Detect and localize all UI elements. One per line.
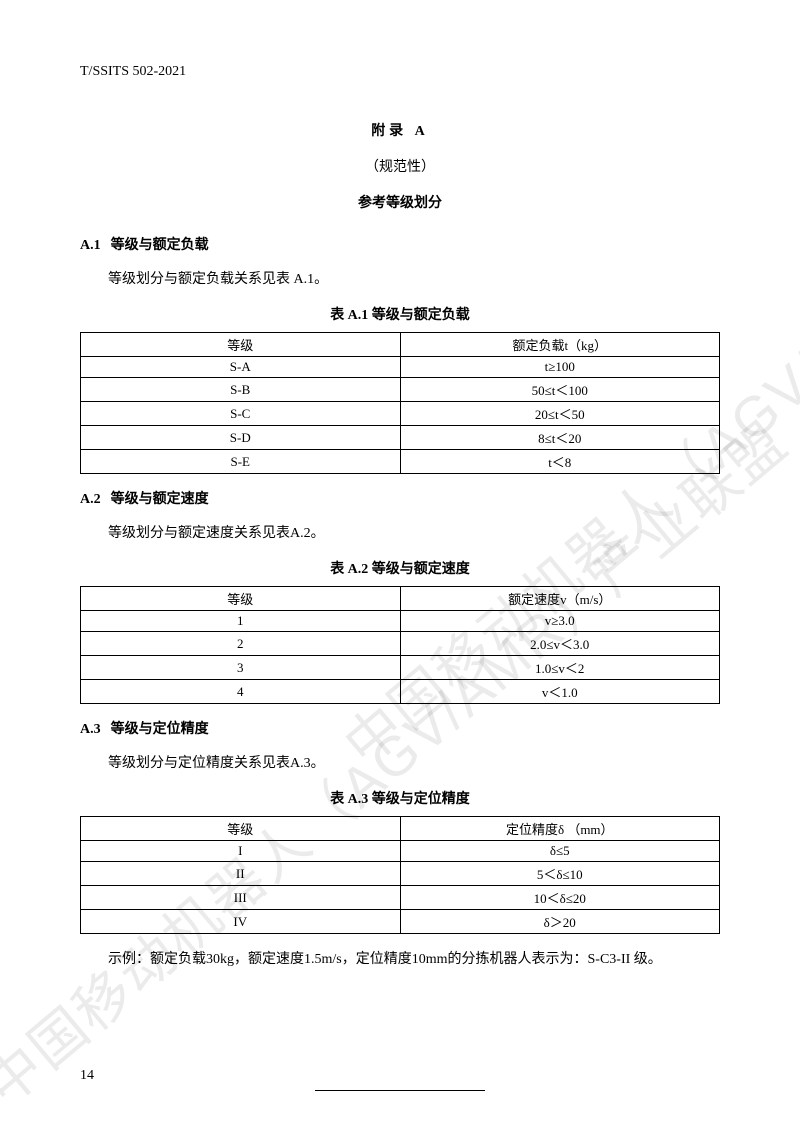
appendix-title: 参考等级划分 bbox=[80, 192, 720, 212]
table-cell: δ＞20 bbox=[400, 910, 720, 934]
table-header-cell: 额定速度v（m/s） bbox=[400, 587, 720, 611]
table-row: 22.0≤v＜3.0 bbox=[81, 632, 720, 656]
table-row: S-At≥100 bbox=[81, 357, 720, 378]
end-rule bbox=[315, 1090, 485, 1091]
document-code: T/SSITS 502-2021 bbox=[80, 64, 720, 80]
table-cell: 20≤t＜50 bbox=[400, 402, 720, 426]
section-a1-body: 等级划分与额定负载关系见表 A.1。 bbox=[80, 268, 720, 288]
table-row: S-Et＜8 bbox=[81, 450, 720, 474]
table-row: 1v≥3.0 bbox=[81, 611, 720, 632]
table-cell: 3 bbox=[81, 656, 401, 680]
table-header-cell: 等级 bbox=[81, 587, 401, 611]
table-row: 等级 额定负载t（kg） bbox=[81, 333, 720, 357]
table-row: S-C20≤t＜50 bbox=[81, 402, 720, 426]
table-row: 4v＜1.0 bbox=[81, 680, 720, 704]
table-cell: IV bbox=[81, 910, 401, 934]
table-cell: I bbox=[81, 841, 401, 862]
table-cell: v≥3.0 bbox=[400, 611, 720, 632]
table-header-cell: 定位精度δ （mm） bbox=[400, 817, 720, 841]
table-row: 31.0≤v＜2 bbox=[81, 656, 720, 680]
section-a2-body: 等级划分与额定速度关系见表A.2。 bbox=[80, 522, 720, 542]
table-a3: 等级 定位精度δ （mm） Iδ≤5 II5＜δ≤10 III10＜δ≤20 I… bbox=[80, 816, 720, 934]
table-a1-caption: 表 A.1 等级与额定负载 bbox=[80, 304, 720, 324]
section-a2-title: 等级与额定速度 bbox=[111, 492, 209, 507]
section-a3-body: 等级划分与定位精度关系见表A.3。 bbox=[80, 752, 720, 772]
table-header-cell: 等级 bbox=[81, 333, 401, 357]
section-a2-num: A.2 bbox=[80, 492, 101, 507]
section-a2-heading: A.2 等级与额定速度 bbox=[80, 488, 720, 508]
table-cell: 2 bbox=[81, 632, 401, 656]
section-a1-heading: A.1 等级与额定负载 bbox=[80, 234, 720, 254]
table-cell: III bbox=[81, 886, 401, 910]
table-cell: S-D bbox=[81, 426, 401, 450]
table-row: IVδ＞20 bbox=[81, 910, 720, 934]
section-a3-num: A.3 bbox=[80, 722, 101, 737]
table-cell: 10＜δ≤20 bbox=[400, 886, 720, 910]
table-a2: 等级 额定速度v（m/s） 1v≥3.0 22.0≤v＜3.0 31.0≤v＜2… bbox=[80, 586, 720, 704]
table-row: Iδ≤5 bbox=[81, 841, 720, 862]
section-a1-num: A.1 bbox=[80, 238, 101, 253]
table-cell: 1.0≤v＜2 bbox=[400, 656, 720, 680]
appendix-normative: （规范性） bbox=[80, 156, 720, 176]
table-cell: t≥100 bbox=[400, 357, 720, 378]
section-a3-title: 等级与定位精度 bbox=[111, 722, 209, 737]
table-row: 等级 额定速度v（m/s） bbox=[81, 587, 720, 611]
example-text: 示例：额定负载30kg，额定速度1.5m/s，定位精度10mm的分拣机器人表示为… bbox=[80, 948, 720, 968]
section-a3-heading: A.3 等级与定位精度 bbox=[80, 718, 720, 738]
table-cell: v＜1.0 bbox=[400, 680, 720, 704]
table-cell: S-E bbox=[81, 450, 401, 474]
table-cell: 1 bbox=[81, 611, 401, 632]
table-a3-caption: 表 A.3 等级与定位精度 bbox=[80, 788, 720, 808]
table-cell: S-C bbox=[81, 402, 401, 426]
page-number: 14 bbox=[80, 1068, 94, 1084]
section-a1-title: 等级与额定负载 bbox=[111, 238, 209, 253]
table-header-cell: 等级 bbox=[81, 817, 401, 841]
end-rule-wrap bbox=[80, 1078, 720, 1096]
table-row: S-D8≤t＜20 bbox=[81, 426, 720, 450]
table-cell: S-B bbox=[81, 378, 401, 402]
table-a1: 等级 额定负载t（kg） S-At≥100 S-B50≤t＜100 S-C20≤… bbox=[80, 332, 720, 474]
table-cell: 2.0≤v＜3.0 bbox=[400, 632, 720, 656]
table-cell: δ≤5 bbox=[400, 841, 720, 862]
table-cell: 50≤t＜100 bbox=[400, 378, 720, 402]
table-cell: II bbox=[81, 862, 401, 886]
table-cell: 4 bbox=[81, 680, 401, 704]
table-cell: S-A bbox=[81, 357, 401, 378]
table-a2-caption: 表 A.2 等级与额定速度 bbox=[80, 558, 720, 578]
table-row: III10＜δ≤20 bbox=[81, 886, 720, 910]
page-container: T/SSITS 502-2021 附录 A （规范性） 参考等级划分 A.1 等级… bbox=[0, 0, 800, 1132]
table-header-cell: 额定负载t（kg） bbox=[400, 333, 720, 357]
appendix-label: 附录 A bbox=[80, 120, 720, 140]
table-row: 等级 定位精度δ （mm） bbox=[81, 817, 720, 841]
table-row: S-B50≤t＜100 bbox=[81, 378, 720, 402]
table-cell: 8≤t＜20 bbox=[400, 426, 720, 450]
table-cell: t＜8 bbox=[400, 450, 720, 474]
table-row: II5＜δ≤10 bbox=[81, 862, 720, 886]
table-cell: 5＜δ≤10 bbox=[400, 862, 720, 886]
